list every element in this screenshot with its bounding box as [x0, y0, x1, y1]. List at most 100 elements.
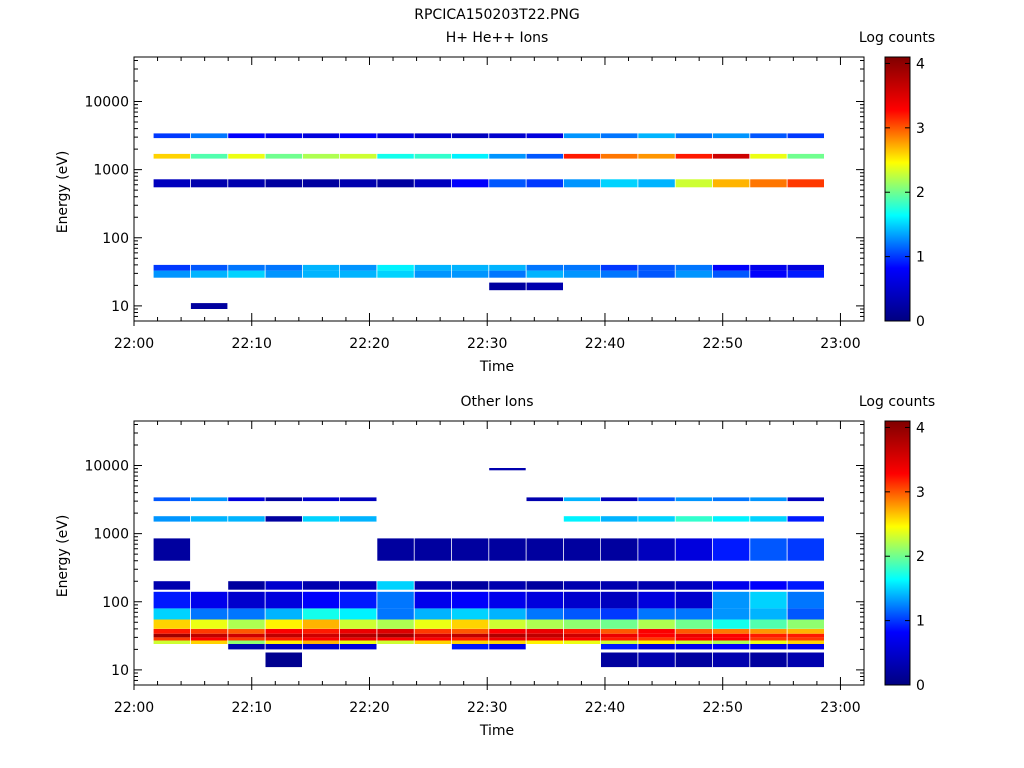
heatmap-cell: [526, 153, 563, 159]
heatmap-cell: [489, 637, 526, 641]
heatmap-cell: [675, 644, 713, 650]
heatmap-cell: [601, 633, 638, 638]
heatmap-cell: [601, 270, 638, 278]
heatmap-cell: [190, 133, 228, 139]
heatmap-cell: [787, 628, 824, 634]
heatmap-cell: [638, 637, 675, 641]
heatmap-cell: [377, 591, 414, 609]
heatmap-cell: [526, 640, 563, 644]
heatmap-cell: [601, 179, 638, 188]
heatmap-cell: [489, 633, 526, 638]
heatmap-cell: [601, 581, 638, 590]
heatmap-cell: [377, 538, 414, 561]
heatmap-cell: [340, 133, 377, 139]
colorbar-tick-label: 4: [916, 420, 925, 436]
x-tick-label: 22:40: [585, 700, 625, 716]
heatmap-cell: [265, 637, 302, 641]
heatmap-cell: [675, 153, 713, 159]
heatmap-cell: [675, 608, 713, 620]
heatmap-cell: [787, 637, 824, 641]
y-axis-label: Energy (eV): [55, 515, 71, 598]
heatmap-cell: [153, 270, 191, 278]
colorbar-tick-label: 1: [916, 614, 925, 630]
x-tick-label: 22:20: [349, 700, 389, 716]
heatmap-cell: [414, 264, 452, 271]
heatmap-cell: [526, 581, 563, 590]
plot-frame: [133, 420, 865, 686]
heatmap-cell: [489, 270, 526, 278]
heatmap-cell: [451, 153, 489, 159]
heatmap-cell: [489, 538, 526, 561]
x-tick-label: 22:30: [467, 336, 507, 352]
x-tick-label: 22:00: [114, 336, 154, 352]
heatmap-cell: [750, 608, 787, 620]
heatmap-cell: [451, 640, 489, 644]
heatmap-cell: [228, 591, 265, 609]
heatmap-cell: [451, 133, 489, 139]
heatmap-cell: [302, 497, 340, 502]
heatmap-cell: [414, 153, 452, 159]
heatmap-cell: [675, 640, 713, 644]
heatmap-cell: [302, 619, 340, 629]
heatmap-cell: [712, 591, 750, 609]
heatmap-cell: [601, 640, 638, 644]
heatmap-cell: [601, 538, 638, 561]
heatmap-cell: [638, 652, 675, 668]
plot-frame: [133, 56, 865, 322]
heatmap-cell: [228, 133, 265, 139]
heatmap-cell: [302, 628, 340, 634]
heatmap-cell: [228, 644, 265, 650]
heatmap-cell: [675, 633, 713, 638]
heatmap-cell: [265, 644, 302, 650]
heatmap-cell: [414, 628, 452, 634]
heatmap-cell: [675, 179, 713, 188]
heatmap-cell: [228, 264, 265, 271]
heatmap-cell: [414, 608, 452, 620]
heatmap-cell: [489, 581, 526, 590]
heatmap-cell: [414, 179, 452, 188]
heatmap-cell: [190, 619, 228, 629]
heatmap-cell: [787, 640, 824, 644]
y-tick-label: 100: [102, 595, 129, 611]
x-tick-label: 22:10: [232, 700, 272, 716]
colorbar-tick-label: 3: [916, 121, 925, 137]
heatmap-cell: [489, 644, 526, 650]
heatmap-cell: [265, 619, 302, 629]
heatmap-cell: [750, 179, 787, 188]
heatmap-cell: [675, 581, 713, 590]
colorbar-tick-label: 1: [916, 250, 925, 266]
heatmap-cell: [302, 153, 340, 159]
heatmap-cell: [302, 270, 340, 278]
heatmap-cell: [414, 538, 452, 561]
heatmap-cell: [489, 608, 526, 620]
heatmap-cell: [638, 640, 675, 644]
heatmap-cell: [190, 628, 228, 634]
heatmap-cell: [750, 516, 787, 522]
heatmap-cell: [526, 591, 563, 609]
heatmap-cell: [750, 133, 787, 139]
heatmap-cell: [377, 640, 414, 644]
heatmap-cell: [451, 270, 489, 278]
heatmap-cell: [228, 640, 265, 644]
heatmap-cell: [228, 179, 265, 188]
heatmap-cell: [228, 628, 265, 634]
colorbar: [884, 420, 911, 686]
heatmap-cell: [190, 633, 228, 638]
colorbar: [884, 56, 911, 322]
heatmap-cell: [414, 270, 452, 278]
heatmap-cell: [265, 633, 302, 638]
heatmap-cell: [601, 264, 638, 271]
heatmap-cell: [377, 581, 414, 590]
heatmap-cell: [340, 153, 377, 159]
heatmap-cell: [787, 619, 824, 629]
colorbar-tick-label: 0: [916, 314, 925, 330]
heatmap-cell: [601, 628, 638, 634]
x-tick-label: 22:10: [232, 336, 272, 352]
heatmap-cell: [228, 581, 265, 590]
heatmap-cell: [563, 497, 601, 502]
heatmap-cell: [377, 264, 414, 271]
heatmap-cell: [563, 619, 601, 629]
heatmap-cell: [712, 608, 750, 620]
heatmap-cell: [750, 538, 787, 561]
heatmap-cell: [451, 179, 489, 188]
